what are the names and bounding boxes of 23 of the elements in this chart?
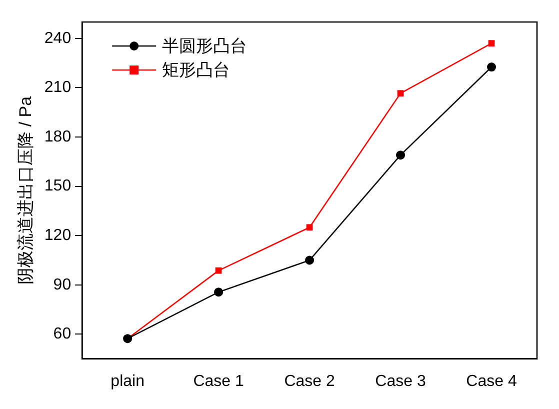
y-tick-label: 240 bbox=[44, 30, 72, 47]
y-tick-label: 90 bbox=[53, 276, 72, 294]
y-tick-label: 210 bbox=[44, 79, 72, 96]
point bbox=[488, 40, 495, 47]
y-tick-label: 60 bbox=[53, 326, 72, 343]
x-tick-label: Case 4 bbox=[466, 372, 517, 390]
y-tick-label: 150 bbox=[44, 178, 72, 195]
point bbox=[397, 90, 404, 96]
point bbox=[487, 62, 496, 72]
point bbox=[215, 267, 222, 274]
x-tick-label: Case 3 bbox=[375, 372, 426, 390]
point bbox=[305, 256, 314, 265]
x-tick-label: Case 2 bbox=[284, 372, 335, 390]
x-tick-label: Case 1 bbox=[193, 372, 244, 390]
legend-label: 半圆形凸台 bbox=[162, 36, 248, 56]
point bbox=[214, 288, 224, 297]
x-tick-label: plain bbox=[110, 372, 144, 390]
y-tick-label: 180 bbox=[44, 128, 72, 146]
point bbox=[306, 224, 313, 231]
point bbox=[396, 150, 406, 160]
y-axis-title: 阴极流道进出口压降 / Pa bbox=[16, 96, 35, 284]
legend-label: 矩形凸台 bbox=[162, 60, 230, 80]
y-tick-label: 120 bbox=[44, 226, 72, 244]
